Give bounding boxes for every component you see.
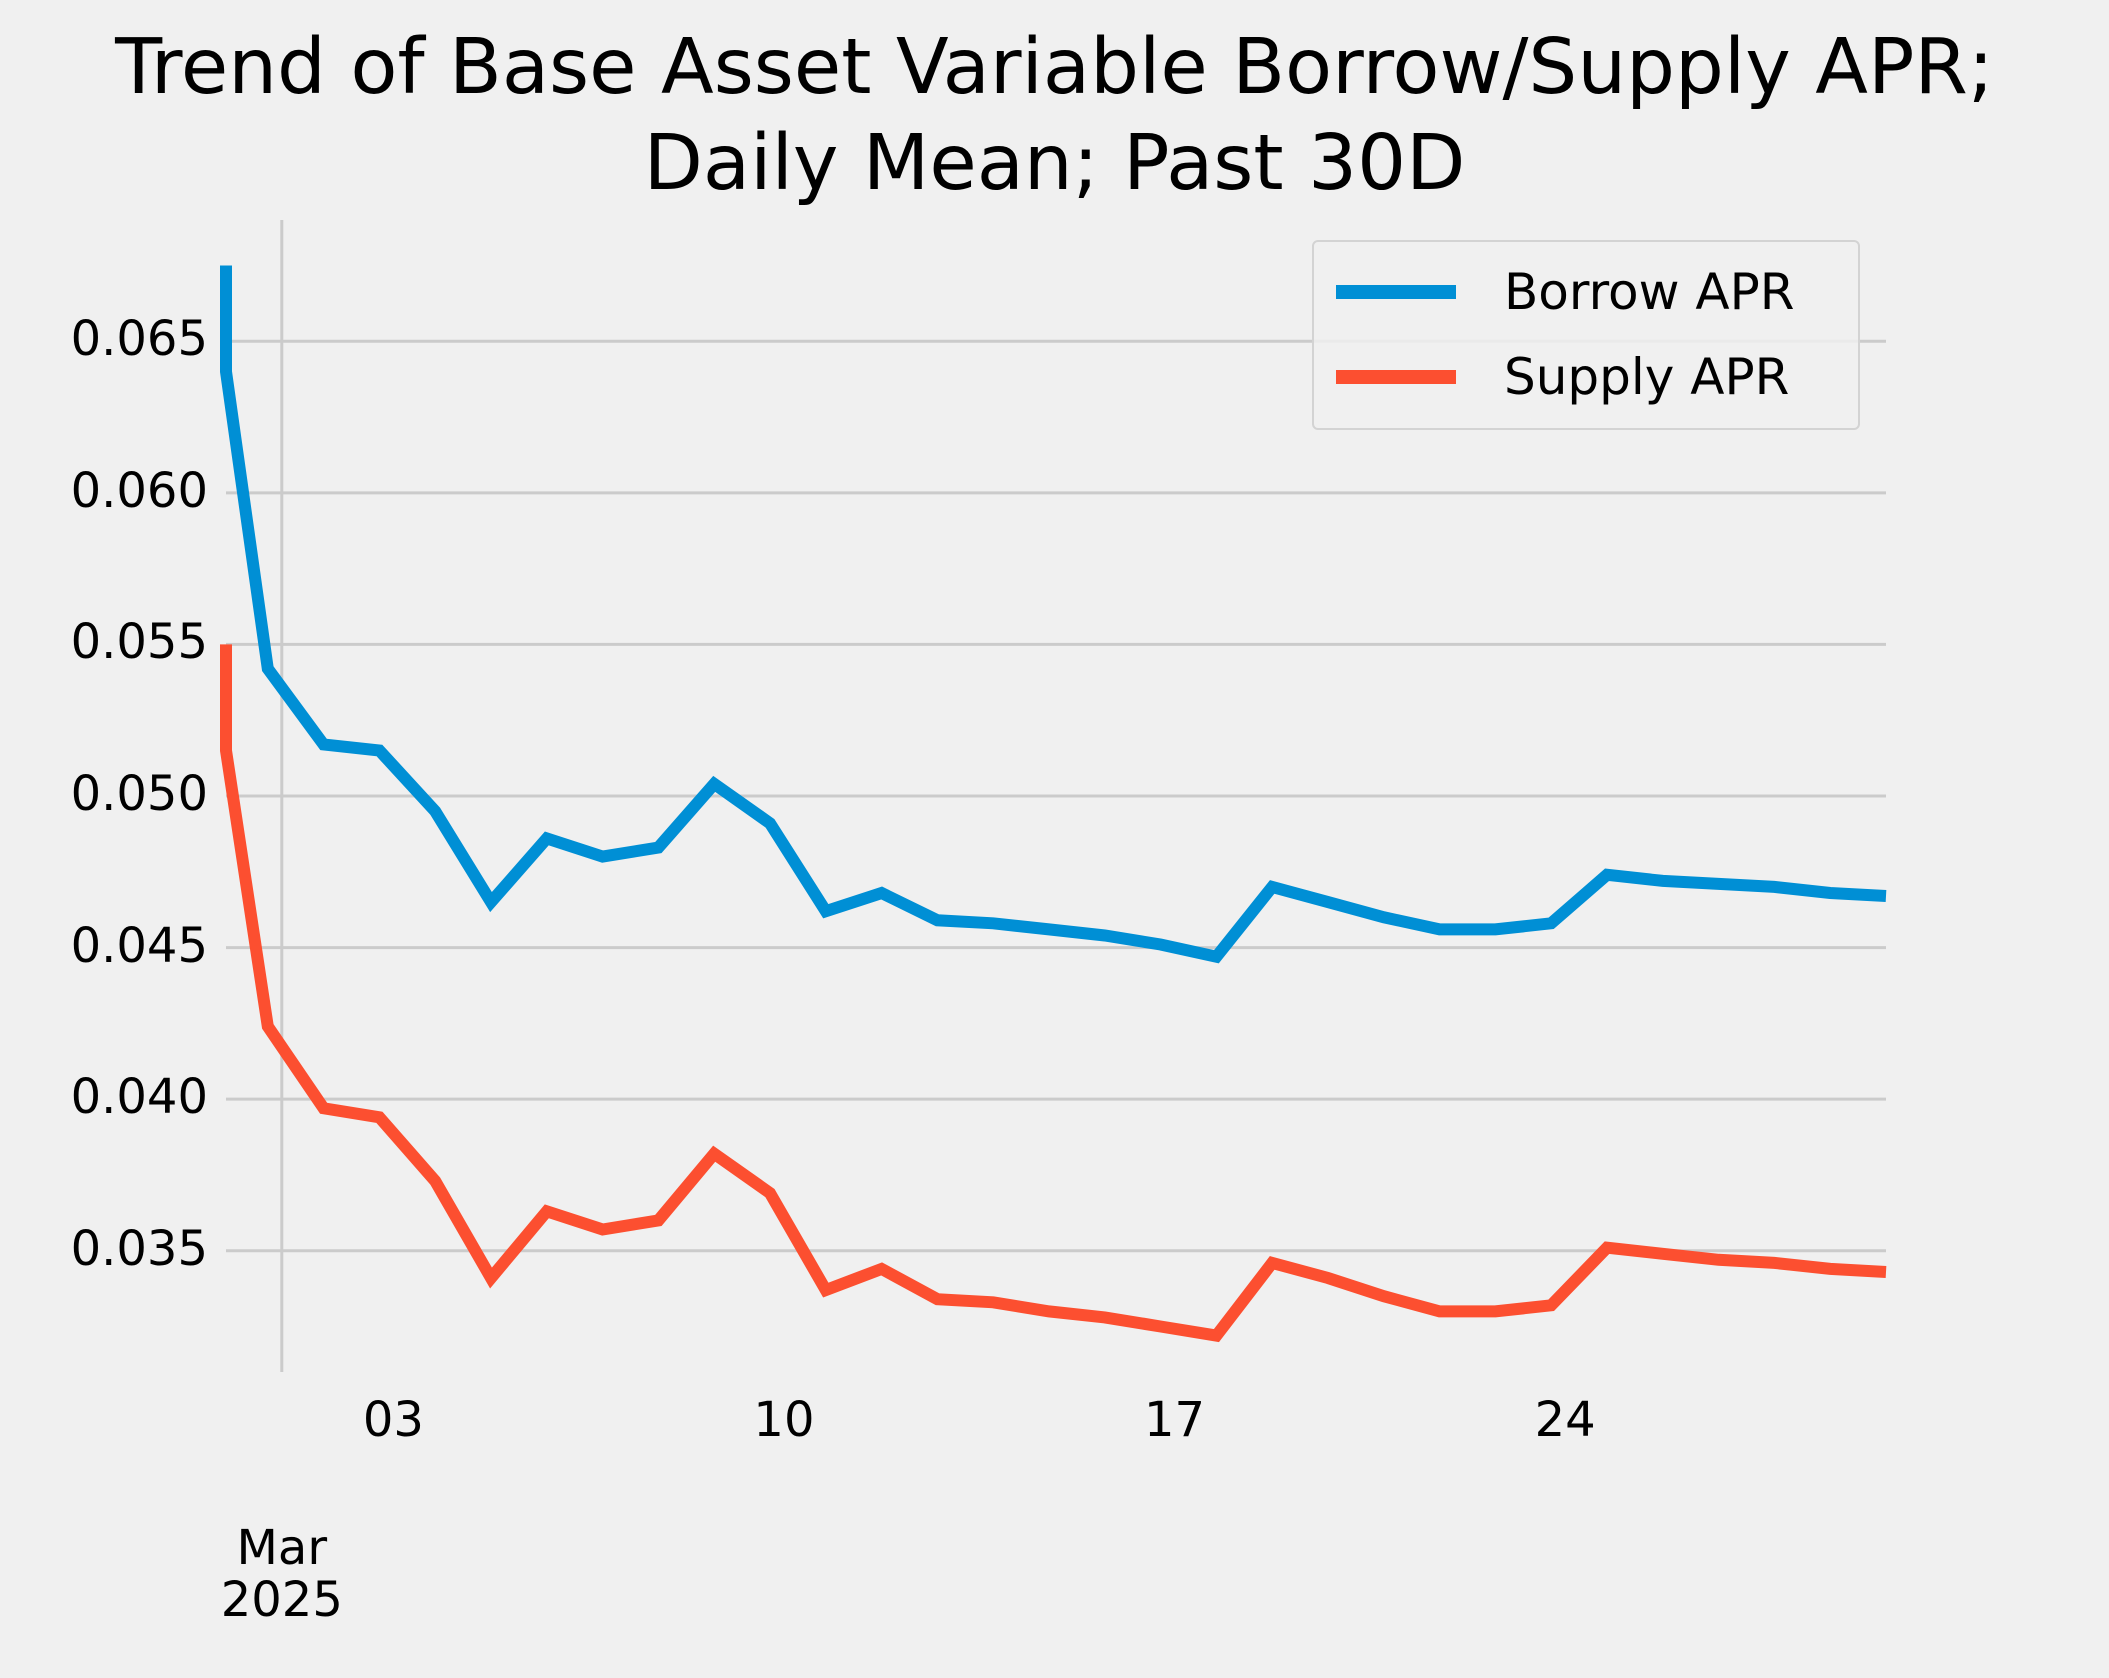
y-tick-label: 0.065 xyxy=(70,311,208,368)
x-tick-label: 03 xyxy=(362,1392,424,1448)
x-axis-year: 2025 xyxy=(220,1572,343,1628)
y-tick-label: 0.060 xyxy=(70,462,208,519)
chart-title-line-1: Trend of Base Asset Variable Borrow/Supp… xyxy=(115,23,1994,112)
y-tick-label: 0.050 xyxy=(70,766,208,822)
x-tick-label: 17 xyxy=(1144,1392,1206,1448)
x-axis-month: Mar xyxy=(236,1520,328,1576)
y-tick-label: 0.035 xyxy=(70,1220,208,1277)
chart-title: Trend of Base Asset Variable Borrow/Supp… xyxy=(0,20,2109,212)
series-line-supply-apr xyxy=(220,644,1887,1343)
series-lines xyxy=(220,265,1887,1343)
legend-swatch-borrow xyxy=(1336,285,1456,299)
y-tick-label: 0.055 xyxy=(70,614,208,671)
series-line-borrow-apr xyxy=(220,265,1887,964)
x-axis-month-label: Mar 2025 xyxy=(182,1522,382,1626)
legend-item-borrow: Borrow APR xyxy=(1336,262,1795,322)
x-tick-label: 10 xyxy=(753,1392,815,1448)
legend: Borrow APR Supply APR xyxy=(1312,240,1860,430)
chart-title-line-2: Daily Mean; Past 30D xyxy=(643,119,1466,208)
legend-item-supply: Supply APR xyxy=(1336,347,1789,407)
y-tick-label: 0.040 xyxy=(70,1069,208,1126)
legend-swatch-supply xyxy=(1336,370,1456,384)
x-tick-label: 24 xyxy=(1534,1392,1596,1448)
legend-label-supply: Supply APR xyxy=(1504,348,1790,406)
legend-label-borrow: Borrow APR xyxy=(1504,263,1795,321)
y-tick-label: 0.045 xyxy=(70,917,208,974)
